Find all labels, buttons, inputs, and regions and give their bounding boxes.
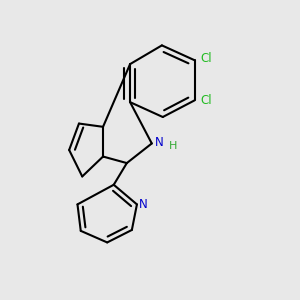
Text: Cl: Cl <box>200 52 212 65</box>
Text: N: N <box>155 136 164 149</box>
Text: N: N <box>139 198 148 211</box>
Text: H: H <box>169 141 177 151</box>
Text: Cl: Cl <box>200 94 212 107</box>
